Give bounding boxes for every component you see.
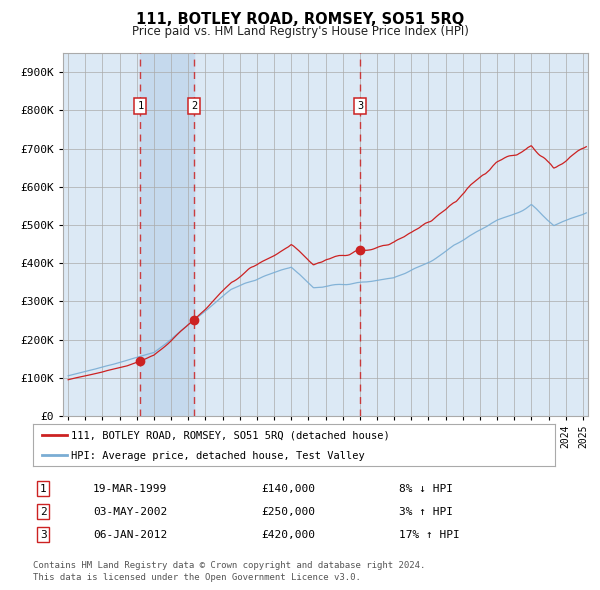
Text: Contains HM Land Registry data © Crown copyright and database right 2024.: Contains HM Land Registry data © Crown c…: [33, 560, 425, 570]
Text: HPI: Average price, detached house, Test Valley: HPI: Average price, detached house, Test…: [71, 451, 364, 461]
Text: 2: 2: [191, 101, 197, 111]
Text: Price paid vs. HM Land Registry's House Price Index (HPI): Price paid vs. HM Land Registry's House …: [131, 25, 469, 38]
Text: 19-MAR-1999: 19-MAR-1999: [93, 484, 167, 493]
Bar: [140, 53, 194, 416]
Text: 111, BOTLEY ROAD, ROMSEY, SO51 5RQ (detached house): 111, BOTLEY ROAD, ROMSEY, SO51 5RQ (deta…: [71, 430, 389, 440]
Text: 1: 1: [40, 484, 47, 493]
Text: £420,000: £420,000: [261, 530, 315, 539]
Text: £250,000: £250,000: [261, 507, 315, 516]
Text: 1: 1: [137, 101, 143, 111]
Text: 3: 3: [357, 101, 363, 111]
Text: 2: 2: [40, 507, 47, 516]
Text: 3% ↑ HPI: 3% ↑ HPI: [399, 507, 453, 516]
Text: 03-MAY-2002: 03-MAY-2002: [93, 507, 167, 516]
Text: 111, BOTLEY ROAD, ROMSEY, SO51 5RQ: 111, BOTLEY ROAD, ROMSEY, SO51 5RQ: [136, 12, 464, 27]
Text: 06-JAN-2012: 06-JAN-2012: [93, 530, 167, 539]
Text: £140,000: £140,000: [261, 484, 315, 493]
Text: This data is licensed under the Open Government Licence v3.0.: This data is licensed under the Open Gov…: [33, 572, 361, 582]
Text: 17% ↑ HPI: 17% ↑ HPI: [399, 530, 460, 539]
Text: 3: 3: [40, 530, 47, 539]
Text: 8% ↓ HPI: 8% ↓ HPI: [399, 484, 453, 493]
